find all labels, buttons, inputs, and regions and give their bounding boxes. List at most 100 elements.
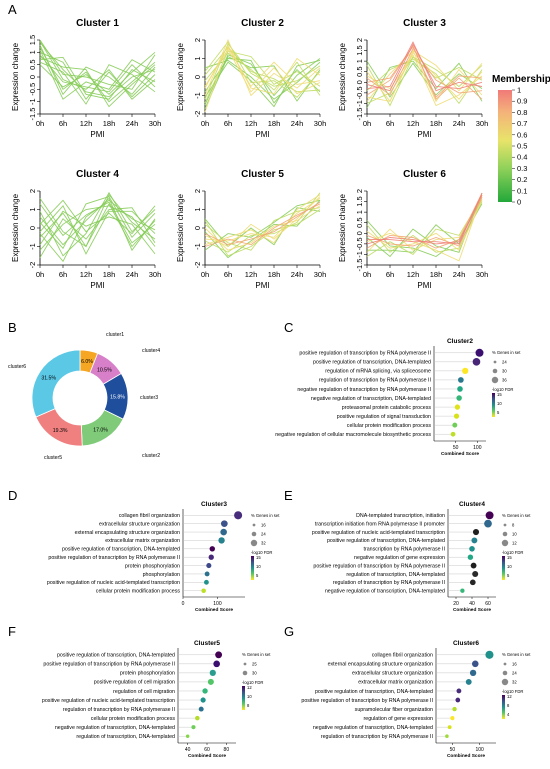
go-dot	[454, 404, 461, 410]
go-colorbar	[242, 686, 245, 710]
x-tick-label: 24h	[291, 270, 304, 279]
go-term-label: collagen fibril organization	[372, 653, 433, 659]
go-color-legend-title: -log10 FDR	[242, 680, 263, 685]
go-dot	[208, 554, 214, 560]
go-dot	[472, 570, 479, 577]
membership-legend: Membership 1 0.9 0.8 0.7 0.6 0.5 0.4 0.3 0.2 0.1 0	[492, 74, 550, 207]
series-line	[39, 204, 156, 255]
go-x-tick-label: 80	[224, 747, 230, 753]
go-x-tick-label: 20	[453, 601, 459, 607]
x-tick-label: 18h	[430, 119, 443, 128]
y-tick-label: 2	[193, 38, 202, 42]
donut-chart: 6.0% cluster1 10.5% cluster4 15.8% cluster3 17…	[8, 332, 160, 461]
donut-pct-label: 31.5%	[41, 375, 56, 381]
go-term-label: positive regulation of signal transducti…	[337, 414, 431, 420]
go-term-label: cellular protein modification process	[96, 589, 181, 595]
go-term-label: external encapsulating structure organiz…	[75, 530, 180, 536]
series-line	[366, 192, 483, 249]
x-tick-label: 30h	[314, 119, 327, 128]
go-size-legend-title: % Genes in set	[492, 350, 521, 355]
go-size-legend-label: 32	[512, 680, 517, 685]
go-size-legend-dot	[501, 539, 509, 547]
membership-tick-label: 0.7	[517, 119, 527, 128]
x-tick-label: 0h	[363, 119, 371, 128]
x-tick-label: 24h	[291, 119, 304, 128]
y-tick-label: -1.5	[355, 259, 364, 272]
y-tick-label: -1	[355, 251, 364, 258]
go-dot	[458, 377, 464, 383]
donut-pct-label: 19.3%	[53, 428, 68, 434]
cluster-line-plots: Cluster 11.510.50-0.5-1-1.50h 6h 12h 18h 24h…	[11, 18, 488, 290]
go-term-label: extracellular matrix organization	[105, 538, 180, 544]
go-term-label: positive regulation of transcription by …	[48, 555, 180, 561]
go-size-legend-label: 24	[502, 360, 507, 365]
go-color-legend-title: -log10 FDR	[502, 689, 523, 694]
y-tick-label: 1.5	[28, 35, 37, 45]
go-x-tick-label: 40	[469, 601, 475, 607]
panel-label-e: E	[284, 488, 293, 503]
series-line	[39, 47, 156, 103]
y-axis-label: Expression change	[338, 193, 347, 262]
go-size-legend-label: 25	[252, 662, 257, 667]
go-dot	[484, 519, 492, 528]
go-size-legend-label: 36	[502, 378, 507, 383]
x-tick-label: 18h	[268, 119, 281, 128]
go-dot	[215, 651, 223, 659]
series-line	[366, 199, 483, 251]
series-line	[39, 199, 156, 263]
y-tick-label: -1	[193, 92, 202, 99]
go-term-label: regulation of cell migration	[113, 689, 175, 695]
y-tick-label: 1	[28, 50, 37, 54]
go-size-legend-title: % Genes in set	[242, 652, 271, 657]
go-colorbar-tick: 8	[507, 703, 510, 708]
go-term-label: positive regulation of transcription, DN…	[57, 653, 175, 659]
series-line	[39, 49, 156, 100]
go-dot	[221, 520, 228, 527]
donut-pct-label: 17.0%	[93, 427, 108, 433]
go-dot	[207, 678, 214, 685]
go-dot	[469, 579, 476, 586]
y-tick-label: -2	[193, 111, 202, 118]
go-size-legend-dot	[493, 360, 497, 364]
go-term-label: positive regulation of transcription by …	[299, 351, 431, 357]
go-size-legend-dot	[252, 523, 256, 527]
go-size-legend-dot	[251, 531, 257, 537]
go-size-legend-dot	[502, 670, 508, 676]
membership-tick-label: 0.3	[517, 164, 527, 173]
y-tick-label: 2	[28, 189, 37, 193]
go-dot	[234, 511, 243, 520]
go-x-axis-label: Combined Score	[447, 753, 485, 759]
go-dot	[472, 528, 480, 536]
donut-pct-label: 10.5%	[97, 367, 112, 373]
x-tick-label: 0h	[36, 270, 44, 279]
series-line	[366, 199, 483, 258]
go-term-label: transcription initiation from RNA polyme…	[315, 521, 445, 527]
y-tick-label: 2	[193, 189, 202, 193]
go-x-tick-label: 100	[475, 747, 484, 753]
donut-pct-label: 15.8%	[110, 395, 125, 401]
series-line	[39, 61, 156, 105]
membership-tick-label: 1	[517, 86, 521, 95]
go-dot	[465, 678, 472, 685]
y-axis-label: Expression change	[11, 42, 20, 111]
donut-slice-label: cluster5	[44, 455, 62, 461]
y-tick-label: -1.5	[355, 108, 364, 121]
go-dot	[469, 546, 475, 552]
x-tick-label: 0h	[363, 270, 371, 279]
go-term-label: negative regulation of transcription, DN…	[325, 589, 445, 595]
series-line	[204, 58, 321, 104]
x-tick-label: 30h	[149, 270, 162, 279]
x-tick-label: 6h	[59, 119, 67, 128]
y-tick-label: 0.5	[28, 59, 37, 69]
go-x-axis-label: Combined Score	[441, 451, 479, 457]
series-line	[366, 41, 483, 92]
series-line	[204, 46, 321, 113]
y-tick-label: 1.5	[355, 196, 364, 206]
series-line	[204, 192, 321, 253]
go-size-legend-label: 32	[261, 541, 266, 546]
series-line	[204, 59, 321, 108]
go-size-legend-dot	[491, 376, 499, 384]
y-tick-label: -1	[355, 100, 364, 107]
